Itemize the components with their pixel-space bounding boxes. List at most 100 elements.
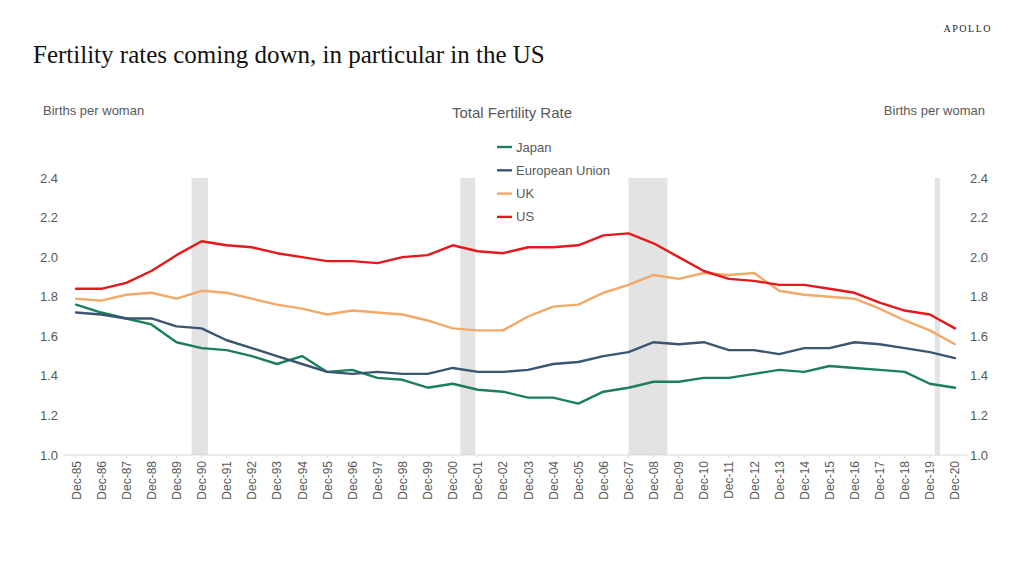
- legend-swatch: [497, 192, 512, 194]
- x-tick-label: Dec-14: [798, 461, 812, 500]
- x-tick: [502, 455, 503, 458]
- logo: APOLLO: [944, 23, 992, 34]
- series-line: [76, 313, 955, 374]
- x-tick: [703, 455, 704, 458]
- x-tick-label: Dec-04: [547, 461, 561, 500]
- x-tick-label: Dec-90: [195, 461, 209, 500]
- x-tick: [302, 455, 303, 458]
- x-tick-label: Dec-16: [848, 461, 862, 500]
- x-tick: [728, 455, 729, 458]
- recession-band: [192, 178, 208, 455]
- y-tick-label: 1.2: [40, 408, 58, 423]
- series-line: [76, 305, 955, 404]
- recession-band: [460, 178, 475, 455]
- x-tick: [402, 455, 403, 458]
- y2-tick-label: 1.8: [970, 289, 988, 304]
- x-tick: [276, 455, 277, 458]
- legend-label: UK: [516, 186, 534, 201]
- y-tick: [61, 415, 64, 416]
- x-tick-label: Dec-96: [346, 461, 360, 500]
- y2-tick-label: 1.2: [970, 408, 988, 423]
- x-tick: [628, 455, 629, 458]
- y-tick-label: 2.2: [40, 210, 58, 225]
- legend-label: European Union: [516, 163, 610, 178]
- y-tick-label: 2.4: [40, 171, 58, 186]
- x-tick-label: Dec-99: [421, 461, 435, 500]
- x-tick-label: Dec-02: [496, 461, 510, 500]
- x-tick-label: Dec-97: [371, 461, 385, 500]
- x-axis-line: [64, 455, 968, 456]
- x-tick: [553, 455, 554, 458]
- x-tick-label: Dec-12: [748, 461, 762, 500]
- y2-tick-label: 1.6: [970, 329, 988, 344]
- x-tick: [653, 455, 654, 458]
- y-tick: [61, 336, 64, 337]
- legend: Japan European Union UK US: [497, 140, 610, 225]
- x-tick-label: Dec-89: [170, 461, 184, 500]
- x-tick-label: Dec-11: [722, 461, 736, 499]
- x-tick-label: Dec-20: [948, 461, 962, 500]
- x-tick-label: Dec-86: [95, 461, 109, 500]
- y2-tick-label: 2.0: [970, 250, 988, 265]
- x-tick-label: Dec-09: [672, 461, 686, 500]
- x-tick: [76, 455, 77, 458]
- legend-label: US: [516, 209, 534, 224]
- x-tick: [678, 455, 679, 458]
- y-tick: [61, 217, 64, 218]
- x-tick: [327, 455, 328, 458]
- x-tick: [528, 455, 529, 458]
- x-tick-label: Dec-88: [145, 461, 159, 500]
- title: Fertility rates coming down, in particul…: [33, 41, 545, 68]
- chart: Fertility rates coming down, in particul…: [0, 0, 1024, 576]
- x-tick: [754, 455, 755, 458]
- x-tick-label: Dec-13: [773, 461, 787, 500]
- y-tick: [61, 257, 64, 258]
- legend-swatch: [497, 169, 512, 171]
- x-tick-label: Dec-10: [697, 461, 711, 500]
- y-axis-label: Births per woman: [43, 103, 144, 118]
- y-tick: [61, 455, 64, 456]
- x-tick: [452, 455, 453, 458]
- series-line: [76, 233, 955, 328]
- x-tick: [377, 455, 378, 458]
- x-tick: [879, 455, 880, 458]
- x-tick-label: Dec-92: [245, 461, 259, 500]
- x-tick-label: Dec-15: [823, 461, 837, 500]
- chart-title: Total Fertility Rate: [452, 104, 572, 121]
- x-tick: [101, 455, 102, 458]
- x-tick: [829, 455, 830, 458]
- y2-tick-label: 2.2: [970, 210, 988, 225]
- y-tick-label: 1.8: [40, 289, 58, 304]
- series-line: [76, 273, 955, 344]
- y-tick: [61, 296, 64, 297]
- x-tick: [201, 455, 202, 458]
- x-tick: [251, 455, 252, 458]
- x-tick-label: Dec-03: [522, 461, 536, 500]
- x-tick: [226, 455, 227, 458]
- x-tick: [477, 455, 478, 458]
- y-tick-label: 1.0: [40, 448, 58, 463]
- x-tick: [929, 455, 930, 458]
- x-tick-label: Dec-06: [597, 461, 611, 500]
- legend-label: Japan: [516, 140, 551, 155]
- x-tick: [804, 455, 805, 458]
- x-tick-label: Dec-17: [873, 461, 887, 500]
- y-tick-label: 2.0: [40, 250, 58, 265]
- x-tick-label: Dec-07: [622, 461, 636, 500]
- x-tick-label: Dec-87: [120, 461, 134, 500]
- x-tick-label: Dec-95: [321, 461, 335, 500]
- x-tick-label: Dec-18: [898, 461, 912, 500]
- x-tick: [151, 455, 152, 458]
- x-tick-label: Dec-05: [572, 461, 586, 500]
- x-tick: [176, 455, 177, 458]
- x-tick: [603, 455, 604, 458]
- x-tick-label: Dec-01: [471, 461, 485, 500]
- x-tick: [352, 455, 353, 458]
- x-tick: [854, 455, 855, 458]
- y2-tick-label: 1.0: [970, 448, 988, 463]
- y-tick-label: 1.6: [40, 329, 58, 344]
- x-tick: [427, 455, 428, 458]
- x-tick-label: Dec-98: [396, 461, 410, 500]
- x-tick-label: Dec-85: [70, 461, 84, 500]
- x-tick-label: Dec-19: [923, 461, 937, 500]
